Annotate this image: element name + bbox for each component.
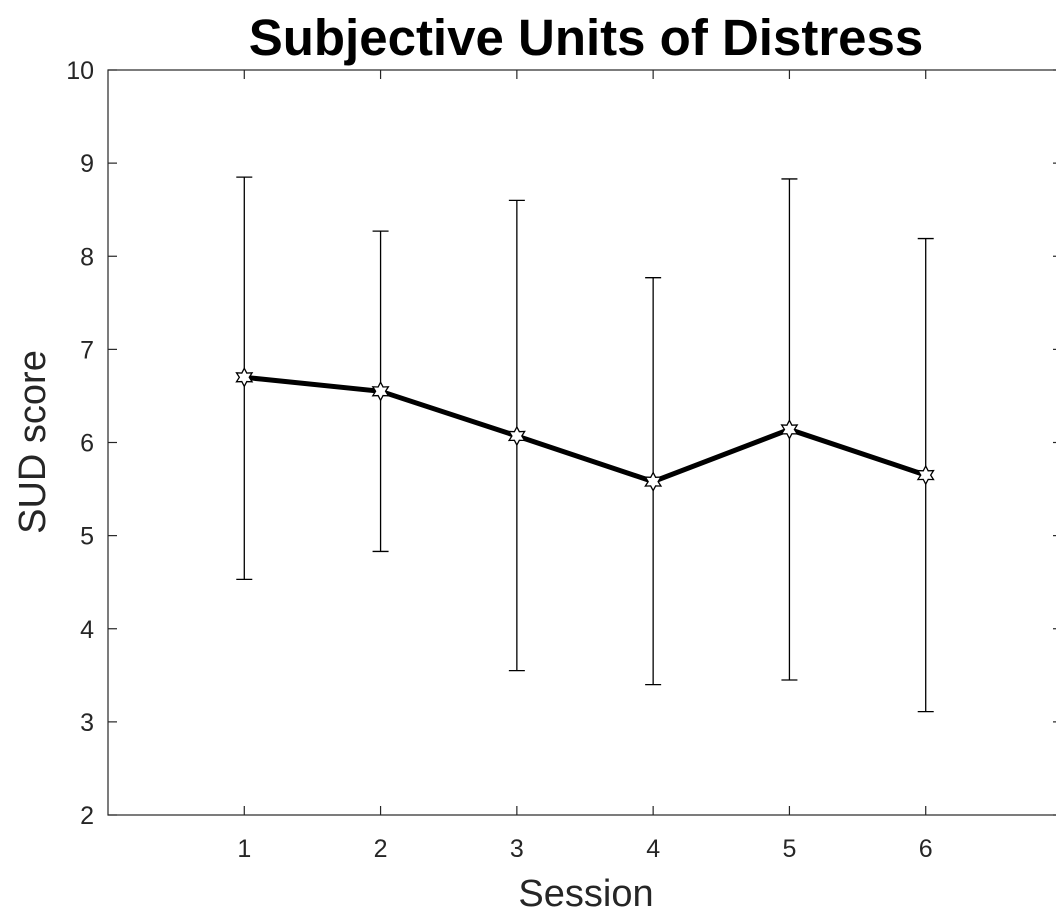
x-axis-label: Session — [518, 873, 653, 911]
x-tick-label: 5 — [782, 835, 796, 863]
series-lines — [244, 374, 927, 485]
data-point — [644, 471, 663, 493]
x-tick-label: 2 — [374, 835, 388, 863]
plot-box — [107, 69, 1056, 816]
y-tick-label: 8 — [80, 243, 94, 271]
x-tick-label: 4 — [646, 835, 660, 863]
data-point — [235, 366, 254, 388]
y-tick-label: 10 — [66, 57, 94, 85]
data-point — [507, 425, 526, 447]
y-axis-label: SUD score — [12, 350, 54, 534]
data-point — [371, 380, 390, 402]
x-tick-label: 3 — [510, 835, 524, 863]
plot-frame — [107, 69, 1056, 816]
y-tick-label: 6 — [80, 430, 94, 458]
y-axis: 2 3 4 5 6 7 8 9 10 — [66, 57, 1056, 830]
chart-title: Subjective Units of Distress — [249, 9, 924, 66]
y-tick-label: 4 — [80, 616, 94, 644]
x-tick-label: 6 — [919, 835, 933, 863]
y-tick-label: 9 — [80, 150, 94, 178]
data-markers — [235, 366, 935, 493]
x-axis: 1 2 3 4 5 6 — [237, 70, 933, 863]
series-line — [244, 374, 927, 485]
y-tick-label: 5 — [80, 523, 94, 551]
x-tick-label: 1 — [237, 835, 251, 863]
y-tick-label: 3 — [80, 709, 94, 737]
data-point — [780, 419, 799, 440]
data-point — [916, 464, 935, 486]
y-tick-label: 7 — [80, 336, 94, 364]
y-tick-label: 2 — [80, 802, 94, 830]
